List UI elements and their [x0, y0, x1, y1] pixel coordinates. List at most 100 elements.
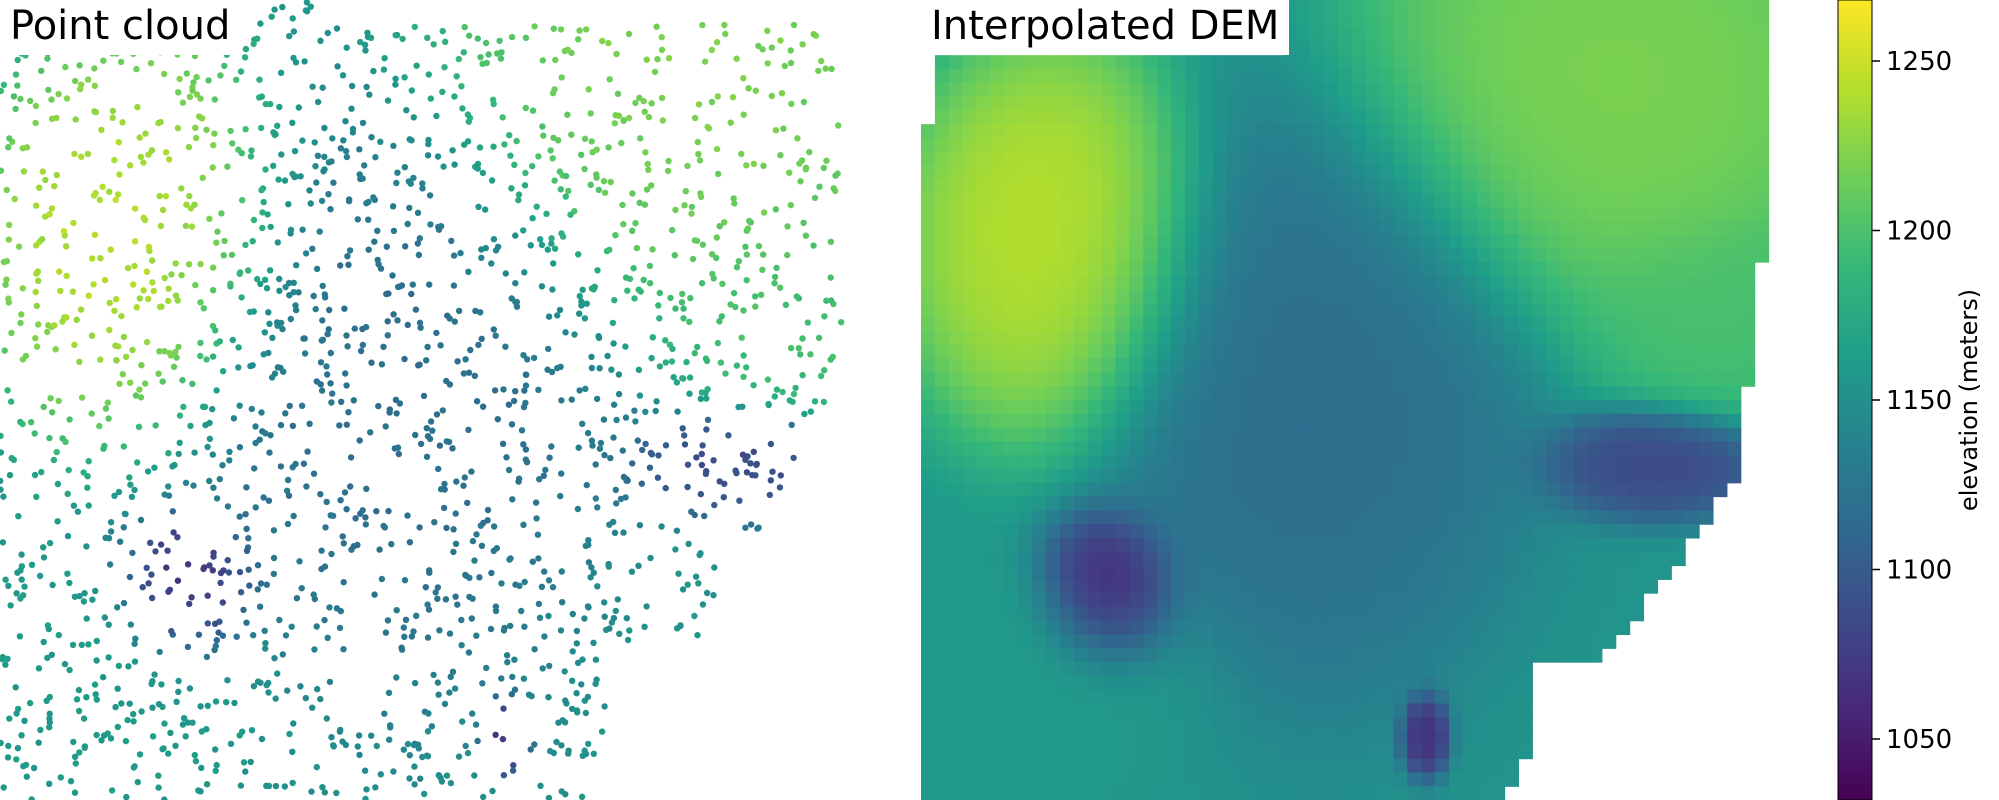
- dem-cell: [1560, 275, 1575, 291]
- dem-cell: [1435, 648, 1450, 663]
- dem-cell: [1059, 179, 1075, 194]
- dem-cell: [1157, 151, 1172, 167]
- dem-cell: [1629, 468, 1645, 484]
- scatter-point: [293, 595, 301, 602]
- scatter-point: [0, 539, 7, 546]
- scatter-point: [592, 461, 599, 468]
- dem-cell: [1740, 55, 1756, 70]
- dem-cell: [1254, 413, 1269, 429]
- dem-cell: [921, 151, 936, 167]
- scatter-point: [816, 183, 823, 190]
- scatter-point: [765, 400, 772, 408]
- scatter-point: [694, 138, 701, 146]
- dem-cell: [1115, 234, 1131, 249]
- scatter-point: [303, 0, 311, 6]
- dem-cell: [1448, 689, 1464, 705]
- dem-cell: [1518, 275, 1533, 291]
- scatter-point: [39, 168, 46, 175]
- dem-cell: [1421, 124, 1436, 139]
- scatter-point: [392, 32, 399, 39]
- scatter-point: [538, 583, 546, 590]
- dem-cell: [1462, 455, 1478, 470]
- scatter-point: [465, 118, 472, 125]
- dem-cell: [1699, 220, 1714, 236]
- dem-cell: [1212, 124, 1228, 139]
- dem-cell: [1643, 427, 1658, 442]
- dem-cell: [1379, 606, 1394, 622]
- scatter-point: [483, 59, 490, 67]
- dem-cell: [1101, 303, 1117, 318]
- scatter-point: [583, 26, 590, 33]
- dem-cell: [934, 413, 950, 429]
- scatter-point: [417, 324, 424, 331]
- scatter-point: [533, 515, 540, 522]
- dem-cell: [1601, 593, 1617, 608]
- scatter-point: [787, 201, 794, 209]
- scatter-point: [584, 603, 592, 610]
- scatter-point: [203, 126, 210, 133]
- dem-cell: [1351, 289, 1367, 305]
- dem-cell: [1282, 193, 1297, 208]
- scatter-point: [658, 34, 665, 41]
- dem-cell: [1699, 206, 1714, 222]
- dem-cell: [1601, 124, 1617, 139]
- dem-cell: [1504, 289, 1520, 305]
- scatter-point: [142, 130, 149, 137]
- scatter-point: [152, 548, 159, 555]
- dem-cell: [1087, 289, 1103, 305]
- scatter-point: [419, 185, 426, 192]
- scatter-point: [491, 387, 499, 394]
- dem-cell: [1157, 110, 1172, 125]
- dem-cell: [1184, 510, 1200, 525]
- dem-cell: [1560, 579, 1575, 594]
- scatter-point: [97, 255, 104, 262]
- scatter-point: [664, 167, 672, 175]
- scatter-point: [363, 200, 370, 207]
- dem-cell: [1268, 220, 1283, 236]
- scatter-point: [256, 436, 263, 443]
- scatter-point: [479, 680, 486, 687]
- dem-cell: [1740, 262, 1756, 277]
- dem-cell: [962, 717, 978, 732]
- dem-cell: [1046, 317, 1061, 332]
- dem-cell: [1018, 675, 1033, 691]
- dem-cell: [1032, 606, 1047, 622]
- dem-cell: [1518, 648, 1533, 663]
- scatter-point: [558, 788, 565, 795]
- scatter-point: [74, 508, 82, 515]
- dem-cell: [1226, 400, 1242, 415]
- dem-cell: [1448, 648, 1464, 663]
- dem-cell: [1699, 248, 1714, 263]
- scatter-point: [386, 736, 393, 743]
- scatter-point: [227, 283, 234, 290]
- dem-cell: [1407, 303, 1422, 318]
- scatter-point: [3, 276, 10, 283]
- dem-cell: [1101, 248, 1117, 263]
- scatter-point: [784, 223, 791, 230]
- dem-cell: [1435, 234, 1450, 249]
- dem-cell: [1101, 455, 1117, 470]
- dem-cell: [1726, 165, 1742, 180]
- dem-cell: [1421, 193, 1436, 208]
- scatter-point: [47, 395, 54, 402]
- scatter-point: [590, 569, 597, 576]
- dem-cell: [1115, 193, 1131, 208]
- dem-cell: [1615, 206, 1631, 222]
- scatter-point: [156, 303, 164, 310]
- dem-cell: [1337, 648, 1353, 663]
- dem-cell: [1018, 565, 1033, 580]
- scatter-point: [155, 701, 163, 708]
- dem-cell: [1171, 455, 1186, 470]
- dem-cell: [1323, 703, 1339, 718]
- dem-cell: [990, 731, 1005, 746]
- dem-cell: [1601, 606, 1617, 622]
- scatter-point: [500, 772, 508, 779]
- scatter-point: [73, 696, 81, 703]
- scatter-point: [689, 255, 697, 263]
- dem-cell: [1073, 689, 1089, 705]
- scatter-point: [263, 285, 271, 292]
- dem-cell: [1296, 413, 1311, 429]
- dem-cell: [1379, 303, 1394, 318]
- dem-cell: [1059, 234, 1075, 249]
- dem-cell: [1101, 96, 1117, 111]
